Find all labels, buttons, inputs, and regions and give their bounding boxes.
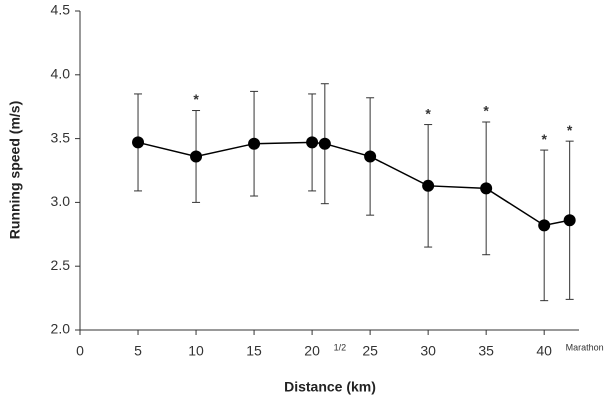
x-tick-label: Marathon [566, 342, 604, 352]
significance-mark: * [541, 131, 547, 147]
point [538, 219, 551, 232]
significance-mark: * [567, 122, 573, 138]
point [190, 150, 203, 163]
x-axis-label: Distance (km) [284, 379, 376, 395]
x-tick-label: 0 [76, 343, 84, 359]
y-axis-label: Running speed (m/s) [7, 101, 23, 239]
point [364, 150, 377, 163]
y-tick-label: 2.0 [51, 321, 71, 337]
x-tick-label: 15 [246, 343, 262, 359]
point [422, 179, 435, 192]
point [132, 136, 145, 149]
significance-mark: * [193, 91, 199, 107]
point [248, 137, 261, 150]
x-tick-label: 1/2 [334, 342, 347, 352]
y-tick-label: 4.0 [51, 66, 71, 82]
y-tick-label: 2.5 [51, 257, 71, 273]
point [480, 182, 493, 195]
point [306, 136, 319, 149]
point [563, 214, 576, 227]
x-tick-label: 25 [362, 343, 378, 359]
y-tick-label: 3.0 [51, 193, 71, 209]
y-tick-label: 3.5 [51, 129, 71, 145]
significance-mark: * [425, 105, 431, 121]
x-tick-label: 30 [420, 343, 436, 359]
significance-mark: * [483, 103, 489, 119]
line [137, 141, 570, 227]
point [318, 137, 331, 150]
x-tick-label: 5 [134, 343, 142, 359]
x-tick-label: 35 [478, 343, 494, 359]
x-tick-label: 20 [304, 343, 320, 359]
y-tick-label: 4.5 [51, 2, 71, 18]
x-tick-label: 40 [536, 343, 552, 359]
x-tick-label: 10 [188, 343, 204, 359]
